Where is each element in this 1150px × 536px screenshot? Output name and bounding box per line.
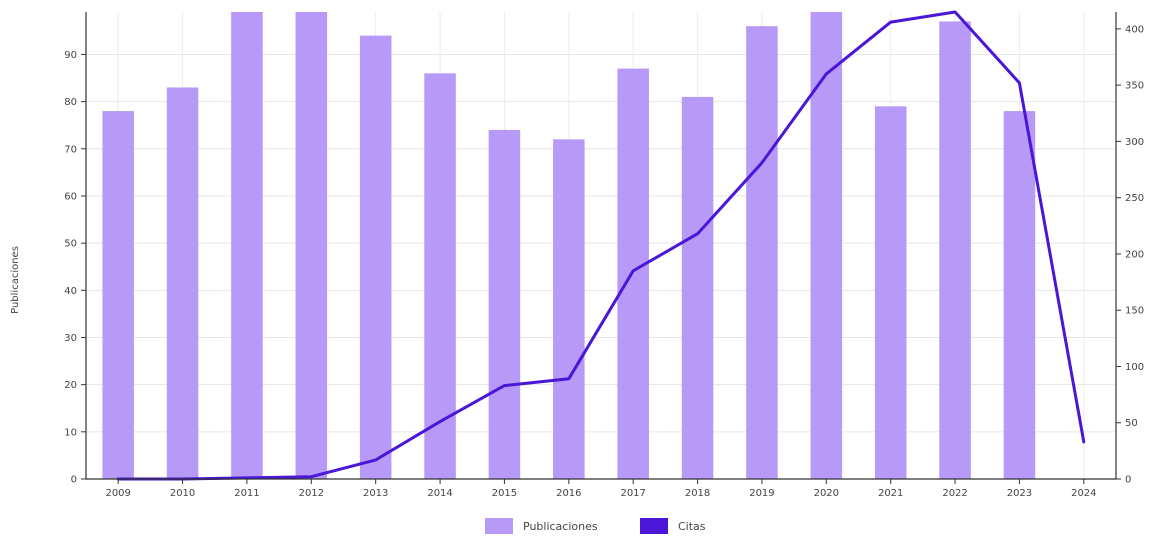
y-tick-label: 20: [64, 380, 77, 391]
x-tick-label: 2013: [363, 488, 388, 499]
y-tick-label: 50: [64, 239, 77, 250]
y2-tick-label: 200: [1125, 249, 1144, 260]
y-tick-label: 60: [64, 191, 77, 202]
bar-series-publicaciones: [102, 12, 1036, 480]
bar-publicaciones-2021: [874, 106, 907, 479]
y2-tick-label: 400: [1125, 24, 1144, 35]
line-series-citas: [116, 10, 1086, 481]
x-tick-label: 2016: [556, 488, 581, 499]
y-axis-title: Publicaciones: [10, 246, 21, 314]
x-tick-label: 2010: [170, 488, 195, 499]
x-tick-label: 2022: [942, 488, 967, 499]
y2-tick-label: 100: [1125, 362, 1144, 373]
bar-publicaciones-2014: [424, 73, 456, 479]
bar-publicaciones-2019: [746, 26, 778, 479]
x-tick-label: 2020: [814, 488, 839, 499]
legend: Publicaciones Citas: [485, 518, 706, 534]
bar-publicaciones-2023: [1003, 111, 1036, 479]
x-tick-label: 2018: [685, 488, 710, 499]
x-tick-label: 2009: [105, 488, 130, 499]
bar-publicaciones-2012: [295, 12, 328, 479]
x-tick-label: 2021: [878, 488, 903, 499]
y-tick-label: 80: [64, 97, 77, 108]
x-tick-label: 2014: [427, 488, 452, 499]
legend-label-publicaciones: Publicaciones: [523, 520, 598, 533]
legend-swatch-citas: [640, 518, 668, 534]
line-citas: [116, 10, 1086, 481]
y2-tick-label: 0: [1125, 475, 1131, 486]
axes: 0 10 20 30 40 50 60 70 80 90 0 50 100 150 200 250 300 350…: [64, 12, 1144, 499]
bar-publicaciones-2022: [939, 21, 971, 479]
y2-tick-label: 50: [1125, 418, 1138, 429]
y-tick-label: 0: [71, 475, 77, 486]
y-tick-label: 70: [64, 144, 77, 155]
bar-publicaciones-2013: [359, 35, 392, 480]
x-tick-label: 2011: [234, 488, 259, 499]
y2-tick-label: 300: [1125, 137, 1144, 148]
bar-publicaciones-2015: [488, 129, 521, 479]
legend-label-citas: Citas: [678, 520, 706, 533]
bar-publicaciones-2011: [231, 12, 263, 479]
x-tick-label: 2024: [1071, 488, 1096, 499]
legend-swatch-publicaciones: [485, 518, 513, 534]
x-tick-label: 2012: [299, 488, 324, 499]
bar-publicaciones-2009: [102, 111, 134, 479]
bar-publicaciones-2018: [681, 96, 714, 479]
y-tick-label: 30: [64, 333, 77, 344]
x-tick-label: 2023: [1007, 488, 1032, 499]
x-tick-label: 2015: [492, 488, 517, 499]
y-tick-label: 40: [64, 286, 77, 297]
x-tick-label: 2019: [749, 488, 774, 499]
bar-publicaciones-2016: [553, 139, 585, 479]
y2-tick-label: 350: [1125, 81, 1144, 92]
y2-tick-label: 150: [1125, 306, 1144, 317]
y2-tick-label: 250: [1125, 193, 1144, 204]
bar-publicaciones-2017: [617, 68, 649, 479]
y-tick-label: 90: [64, 50, 77, 61]
x-tick-label: 2017: [620, 488, 645, 499]
bar-publicaciones-2020: [810, 12, 843, 479]
bar-publicaciones-2010: [166, 87, 199, 480]
y-tick-label: 10: [64, 427, 77, 438]
